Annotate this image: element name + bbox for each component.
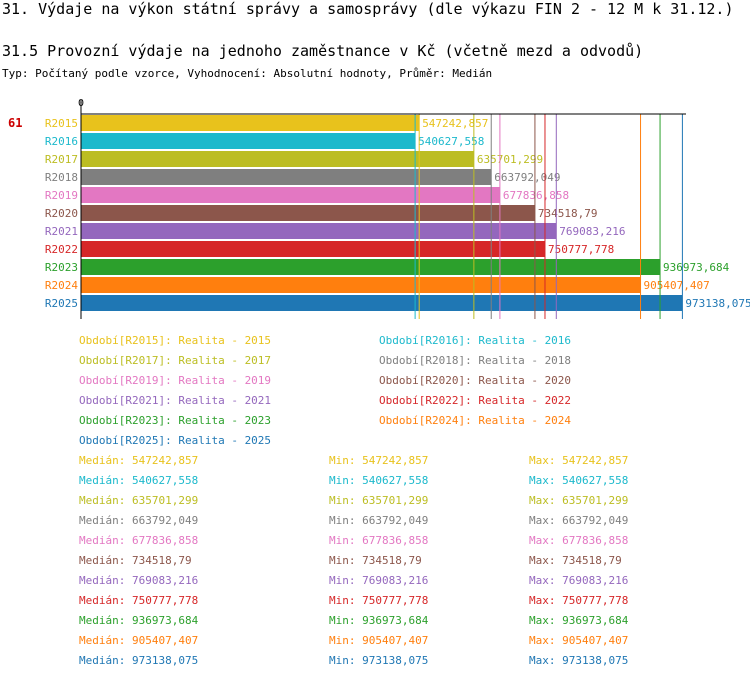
min-value: Min: 734518,79 xyxy=(329,554,422,567)
median-value: Medián: 677836,858 xyxy=(79,534,198,547)
max-value: Max: 677836,858 xyxy=(529,534,628,547)
legend-item: Období[R2017]: Realita - 2017 xyxy=(79,354,271,367)
value-label: 973138,075 xyxy=(685,297,750,310)
category-label: R2017 xyxy=(45,153,78,166)
category-label: R2025 xyxy=(45,297,78,310)
max-value: Max: 540627,558 xyxy=(529,474,628,487)
chart-meta: Typ: Počítaný podle vzorce, Vyhodnocení:… xyxy=(2,67,493,80)
category-label: R2020 xyxy=(45,207,78,220)
min-value: Min: 540627,558 xyxy=(329,474,428,487)
max-value: Max: 936973,684 xyxy=(529,614,629,627)
min-value: Min: 635701,299 xyxy=(329,494,428,507)
max-value: Max: 635701,299 xyxy=(529,494,628,507)
min-value: Min: 936973,684 xyxy=(329,614,429,627)
min-value: Min: 677836,858 xyxy=(329,534,428,547)
value-label: 635701,299 xyxy=(477,153,543,166)
legend-item: Období[R2023]: Realita - 2023 xyxy=(79,414,271,427)
value-label: 677836,858 xyxy=(503,189,569,202)
category-label: R2023 xyxy=(45,261,78,274)
max-value: Max: 663792,049 xyxy=(529,514,628,527)
category-label: R2021 xyxy=(45,225,78,238)
legend-item: Období[R2018]: Realita - 2018 xyxy=(379,354,571,367)
median-value: Medián: 547242,857 xyxy=(79,454,198,467)
bar-R2024 xyxy=(81,277,641,293)
min-value: Min: 973138,075 xyxy=(329,654,428,667)
max-value: Max: 905407,407 xyxy=(529,634,628,647)
min-value: Min: 769083,216 xyxy=(329,574,428,587)
bar-R2023 xyxy=(81,259,661,275)
max-value: Max: 734518,79 xyxy=(529,554,622,567)
value-label: 750777,778 xyxy=(548,243,614,256)
max-value: Max: 769083,216 xyxy=(529,574,628,587)
bar-R2015 xyxy=(81,115,420,131)
legend-item: Období[R2025]: Realita - 2025 xyxy=(79,434,271,447)
category-label: R2016 xyxy=(45,135,78,148)
value-label: 936973,684 xyxy=(663,261,730,274)
median-value: Medián: 769083,216 xyxy=(79,574,198,587)
legend-item: Období[R2024]: Realita - 2024 xyxy=(379,414,571,427)
max-value: Max: 973138,075 xyxy=(529,654,628,667)
bar-R2021 xyxy=(81,223,557,239)
median-value: Medián: 750777,778 xyxy=(79,594,198,607)
row-marker: 61 xyxy=(8,116,22,130)
bar-R2022 xyxy=(81,241,545,257)
value-label: 547242,857 xyxy=(422,117,488,130)
legend-item: Období[R2019]: Realita - 2019 xyxy=(79,374,271,387)
category-label: R2018 xyxy=(45,171,78,184)
category-label: R2024 xyxy=(45,279,78,292)
chart-title: 31.5 Provozní výdaje na jednoho zaměstna… xyxy=(2,42,644,60)
bar-R2018 xyxy=(81,169,492,185)
page-title: 31. Výdaje na výkon státní správy a samo… xyxy=(2,0,734,18)
value-label: 663792,049 xyxy=(494,171,560,184)
value-label: 540627,558 xyxy=(418,135,484,148)
min-value: Min: 750777,778 xyxy=(329,594,428,607)
median-value: Medián: 540627,558 xyxy=(79,474,198,487)
bar-R2020 xyxy=(81,205,535,221)
bar-R2016 xyxy=(81,133,416,149)
median-value: Medián: 936973,684 xyxy=(79,614,199,627)
median-value: Medián: 973138,075 xyxy=(79,654,198,667)
category-label: R2015 xyxy=(45,117,78,130)
max-value: Max: 750777,778 xyxy=(529,594,628,607)
legend-item: Období[R2016]: Realita - 2016 xyxy=(379,334,571,347)
value-label: 734518,79 xyxy=(538,207,598,220)
value-label: 905407,407 xyxy=(644,279,710,292)
bar-R2017 xyxy=(81,151,474,167)
legend-item: Období[R2021]: Realita - 2021 xyxy=(79,394,271,407)
median-value: Medián: 663792,049 xyxy=(79,514,198,527)
bar-R2019 xyxy=(81,187,500,203)
min-value: Min: 547242,857 xyxy=(329,454,428,467)
value-label: 769083,216 xyxy=(559,225,625,238)
legend-item: Období[R2022]: Realita - 2022 xyxy=(379,394,571,407)
min-value: Min: 663792,049 xyxy=(329,514,428,527)
legend-item: Období[R2015]: Realita - 2015 xyxy=(79,334,271,347)
max-value: Max: 547242,857 xyxy=(529,454,628,467)
min-value: Min: 905407,407 xyxy=(329,634,428,647)
bar-R2025 xyxy=(81,295,683,311)
legend-item: Období[R2020]: Realita - 2020 xyxy=(379,374,571,387)
median-value: Medián: 905407,407 xyxy=(79,634,198,647)
median-value: Medián: 635701,299 xyxy=(79,494,198,507)
category-label: R2019 xyxy=(45,189,78,202)
category-label: R2022 xyxy=(45,243,78,256)
median-value: Medián: 734518,79 xyxy=(79,554,192,567)
